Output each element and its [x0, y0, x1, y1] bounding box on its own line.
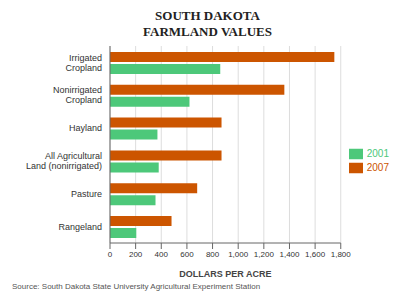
- svg-text:Hayland: Hayland: [69, 123, 102, 133]
- html-text:FARMLAND VALUES: FARMLAND VALUES: [143, 24, 272, 39]
- svg-text:Rangeland: Rangeland: [58, 222, 102, 232]
- html-text:2007: 2007: [366, 161, 389, 173]
- svg-text:800: 800: [206, 250, 220, 259]
- svg-text:400: 400: [155, 250, 169, 259]
- svg-text:Pasture: Pasture: [71, 189, 102, 199]
- html-text:SOUTH DAKOTA: SOUTH DAKOTA: [155, 8, 260, 23]
- svg-text:600: 600: [180, 250, 194, 259]
- svg-text:IrrigatedCropland: IrrigatedCropland: [65, 53, 102, 73]
- svg-text:0: 0: [108, 250, 113, 259]
- svg-text:1,000: 1,000: [228, 250, 249, 259]
- html-text:Source: South Dakota State Uni: Source: South Dakota State University Ag…: [12, 282, 261, 291]
- svg-text:1,800: 1,800: [331, 250, 352, 259]
- svg-text:1,400: 1,400: [279, 250, 300, 259]
- svg-text:1,200: 1,200: [254, 250, 275, 259]
- svg-text:DOLLARS PER ACRE: DOLLARS PER ACRE: [179, 269, 271, 279]
- svg-text:1,600: 1,600: [305, 250, 326, 259]
- svg-text:200: 200: [129, 250, 143, 259]
- html-text:2001: 2001: [366, 147, 389, 159]
- svg-text:NonirrigatedCropland: NonirrigatedCropland: [53, 85, 102, 105]
- svg-text:All AgriculturalLand (nonirrig: All AgriculturalLand (nonirrigated): [26, 151, 102, 171]
